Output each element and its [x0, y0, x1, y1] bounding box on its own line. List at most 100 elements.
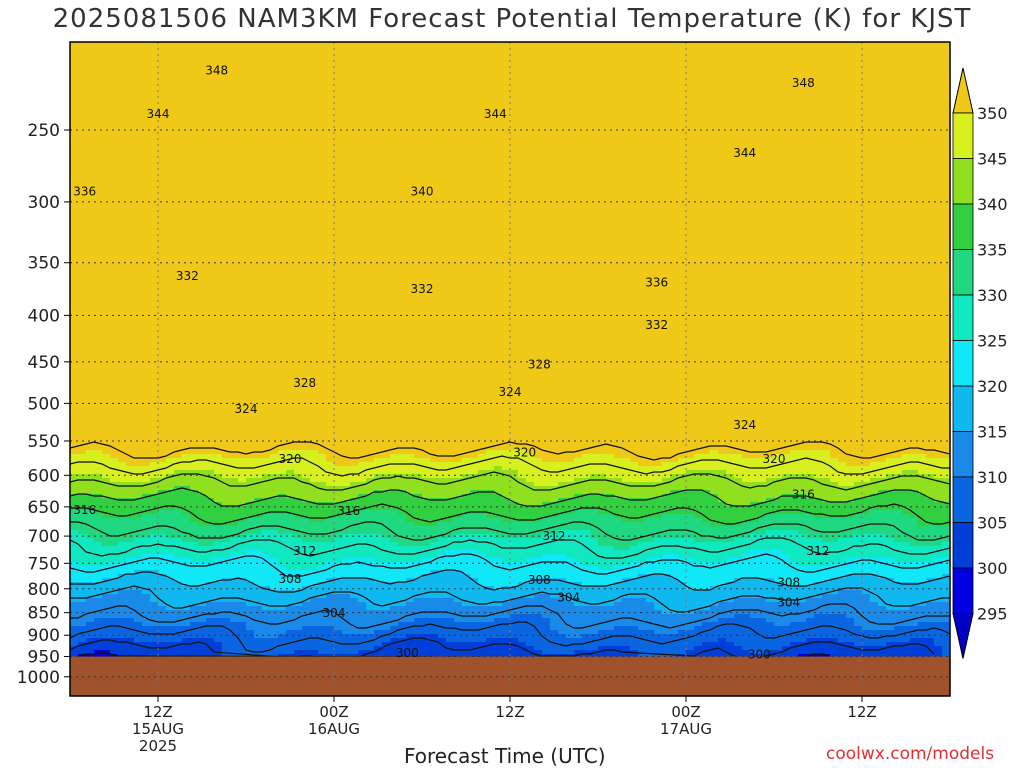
- temperature-cell: [158, 114, 167, 119]
- temperature-cell: [190, 222, 199, 227]
- temperature-cell: [118, 390, 127, 395]
- temperature-cell: [262, 602, 271, 607]
- temperature-cell: [174, 462, 183, 467]
- temperature-cell: [102, 214, 111, 219]
- temperature-cell: [238, 454, 247, 459]
- temperature-cell: [294, 338, 303, 343]
- temperature-cell: [150, 530, 159, 535]
- temperature-cell: [70, 78, 79, 83]
- temperature-cell: [102, 462, 111, 467]
- temperature-cell: [254, 554, 263, 559]
- temperature-cell: [86, 590, 95, 595]
- temperature-cell: [134, 222, 143, 227]
- temperature-cell: [110, 390, 119, 395]
- temperature-cell: [158, 126, 167, 131]
- temperature-cell: [150, 206, 159, 211]
- temperature-cell: [182, 98, 191, 103]
- temperature-cell: [230, 106, 239, 111]
- temperature-cell: [302, 566, 311, 571]
- temperature-cell: [222, 158, 231, 163]
- temperature-cell: [102, 322, 111, 327]
- temperature-cell: [94, 502, 103, 507]
- temperature-cell: [286, 350, 295, 355]
- temperature-cell: [222, 642, 231, 647]
- temperature-cell: [110, 654, 119, 659]
- temperature-cell: [86, 182, 95, 187]
- temperature-cell: [286, 250, 295, 255]
- temperature-cell: [70, 106, 79, 111]
- temperature-cell: [142, 462, 151, 467]
- temperature-cell: [230, 46, 239, 51]
- temperature-cell: [238, 482, 247, 487]
- temperature-cell: [142, 230, 151, 235]
- temperature-cell: [214, 402, 223, 407]
- temperature-cell: [102, 494, 111, 499]
- temperature-cell: [190, 286, 199, 291]
- temperature-cell: [118, 442, 127, 447]
- temperature-cell: [134, 414, 143, 419]
- temperature-cell: [214, 282, 223, 287]
- temperature-cell: [294, 314, 303, 319]
- temperature-cell: [198, 134, 207, 139]
- temperature-cell: [286, 650, 295, 655]
- temperature-cell: [238, 174, 247, 179]
- temperature-cell: [310, 258, 319, 263]
- temperature-cell: [278, 154, 287, 159]
- temperature-cell: [94, 158, 103, 163]
- temperature-cell: [86, 258, 95, 263]
- temperature-cell: [302, 462, 311, 467]
- temperature-cell: [94, 226, 103, 231]
- temperature-cell: [126, 218, 135, 223]
- temperature-cell: [126, 362, 135, 367]
- temperature-cell: [142, 618, 151, 623]
- temperature-cell: [78, 354, 87, 359]
- temperature-cell: [166, 314, 175, 319]
- temperature-cell: [238, 494, 247, 499]
- temperature-cell: [214, 86, 223, 91]
- temperature-cell: [102, 646, 111, 651]
- temperature-cell: [302, 182, 311, 187]
- temperature-cell: [286, 74, 295, 79]
- temperature-cell: [254, 290, 263, 295]
- temperature-cell: [238, 646, 247, 651]
- temperature-cell: [310, 334, 319, 339]
- temperature-cell: [270, 390, 279, 395]
- temperature-cell: [270, 78, 279, 83]
- temperature-cell: [134, 458, 143, 463]
- temperature-cell: [254, 394, 263, 399]
- temperature-cell: [102, 230, 111, 235]
- temperature-cell: [190, 406, 199, 411]
- temperature-cell: [134, 358, 143, 363]
- temperature-cell: [294, 390, 303, 395]
- temperature-cell: [206, 370, 215, 375]
- temperature-cell: [70, 190, 79, 195]
- temperature-cell: [126, 370, 135, 375]
- temperature-cell: [86, 482, 95, 487]
- temperature-cell: [222, 378, 231, 383]
- temperature-cell: [254, 362, 263, 367]
- temperature-cell: [182, 490, 191, 495]
- temperature-cell: [142, 342, 151, 347]
- temperature-cell: [86, 42, 95, 47]
- temperature-cell: [158, 294, 167, 299]
- temperature-cell: [86, 82, 95, 87]
- temperature-cell: [302, 190, 311, 195]
- temperature-cell: [302, 570, 311, 575]
- temperature-cell: [70, 554, 79, 559]
- temperature-cell: [70, 398, 79, 403]
- temperature-cell: [158, 406, 167, 411]
- temperature-cell: [134, 234, 143, 239]
- temperature-cell: [126, 470, 135, 475]
- temperature-cell: [286, 630, 295, 635]
- temperature-cell: [182, 102, 191, 107]
- temperature-cell: [230, 246, 239, 251]
- temperature-cell: [158, 146, 167, 151]
- temperature-cell: [270, 242, 279, 247]
- temperature-cell: [262, 626, 271, 631]
- temperature-cell: [198, 614, 207, 619]
- temperature-cell: [214, 242, 223, 247]
- temperature-cell: [294, 626, 303, 631]
- temperature-cell: [270, 166, 279, 171]
- temperature-cell: [214, 250, 223, 255]
- temperature-cell: [198, 346, 207, 351]
